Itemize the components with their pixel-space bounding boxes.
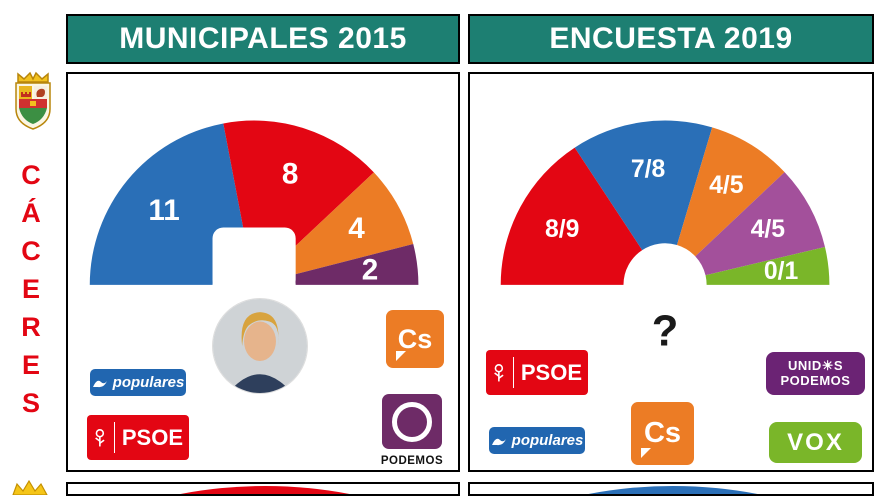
gauge-center-notch [212,227,296,291]
ciudadanos-logo: Cs [631,402,694,465]
gauge-segment-vox [705,246,830,285]
province-name-vertical: C Á C E R E S [0,156,62,422]
psoe-fist-rose-icon [95,428,105,446]
province-letter: Á [21,198,41,228]
pp-seagull-icon [92,380,107,387]
gauge-segment-ciudadanos [284,172,414,275]
segment-label: 2 [362,254,379,287]
panel-municipales-2015: 11 8 4 2 populares PSOE [66,72,460,472]
podemos-logo-caption: PODEMOS [380,455,444,467]
cs-triangle-icon [641,448,651,458]
cs-logo-label: Cs [643,417,682,449]
vox-logo: VOX [769,422,862,463]
question-mark-label: ? [652,307,679,355]
pp-logo-label: populares [511,432,584,449]
province-letter: R [21,312,41,342]
gauge-center-circle [619,283,711,375]
gauge-segment-podemos [294,244,419,285]
province-sidebar: C Á C E R E S [0,0,64,495]
candidate-portrait-placeholder [213,299,307,393]
gauge-segment-pp [574,120,713,251]
panel-header-encuesta-2019: ENCUESTA 2019 [468,14,874,64]
pp-populares-logo: populares [90,369,186,396]
psoe-logo: PSOE [486,350,588,395]
half-donut-chart-2019: 8/9 7/8 4/5 4/5 0/1? [500,120,830,375]
psoe-logo: PSOE [87,415,189,460]
pp-seagull-icon [491,438,506,445]
psoe-fist-rose-icon [494,363,504,381]
gauge-segment-psoe [223,120,374,257]
gauge-segment-unidas-podemos [695,172,825,276]
panel-encuesta-2019: 8/9 7/8 4/5 4/5 0/1? PSOE populares Cs UNID☀… [468,72,874,472]
pp-logo-label: populares [112,374,185,391]
segment-label: 7/8 [631,156,665,183]
gauge-segment-pp [89,123,247,285]
podemos-circle-icon [392,401,432,442]
province-letter: E [21,350,40,380]
unidas-podemos-logo: UNID☀S PODEMOS [766,352,865,395]
segment-label: 4 [348,212,365,245]
pp-populares-logo: populares [489,427,585,454]
gauge-segment-psoe [500,147,643,285]
segment-label: 4/5 [751,216,786,243]
half-donut-chart-2015: 11 8 4 2 [89,120,419,291]
ciudadanos-logo: Cs [386,310,444,368]
province-letter: C [21,160,41,190]
psoe-logo-divider [512,357,514,388]
province-letter: S [21,388,40,418]
segment-label: 8/9 [545,216,579,243]
segment-label: 4/5 [709,172,744,199]
podemos-logo [382,394,442,449]
up-logo-line1: UNID☀S [787,357,844,373]
province-letter: E [21,274,40,304]
segment-label: 8 [282,157,299,190]
province-letter: C [21,236,41,266]
next-row-panel-left [66,482,460,496]
segment-label: 0/1 [764,258,799,285]
cs-logo-label: Cs [397,323,433,354]
caceres-coat-of-arms-icon [15,71,51,130]
next-gauge-arc-blue [470,486,872,494]
next-coat-of-arms-crown-icon [12,479,48,495]
panel-header-municipales-2015: MUNICIPALES 2015 [66,14,460,64]
cs-triangle-icon [396,351,406,361]
psoe-logo-divider [113,422,115,453]
next-gauge-arc-red [68,486,458,494]
gauge-segment-ciudadanos [676,127,785,257]
vox-logo-label: VOX [787,428,844,456]
candidate-photo [212,298,308,394]
up-logo-line2: PODEMOS [780,372,851,388]
next-row-panel-right [468,482,874,496]
psoe-logo-label: PSOE [520,359,582,385]
segment-label: 11 [148,194,179,227]
psoe-logo-label: PSOE [121,424,183,450]
